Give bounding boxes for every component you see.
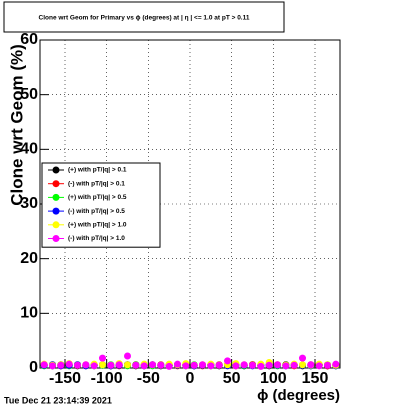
- data-point: [290, 361, 298, 369]
- x-tick-label: -100: [91, 370, 123, 387]
- data-point: [265, 361, 273, 369]
- y-tick-label: 40: [20, 141, 38, 158]
- data-point: [307, 361, 315, 369]
- data-point: [124, 352, 131, 360]
- data-point: [315, 362, 323, 370]
- y-tick-label: 60: [20, 31, 38, 48]
- legend-label: (+) with pT/|q| > 0.5: [68, 194, 127, 201]
- legend-label: (-) with pT/|q| > 0.1: [68, 180, 125, 187]
- data-point: [240, 361, 248, 369]
- legend-label: (+) with pT/|q| > 1.0: [68, 222, 127, 229]
- x-tick-label: 0: [186, 370, 195, 387]
- legend-box: [41, 162, 161, 248]
- timestamp: Tue Dec 21 23:14:39 2021: [4, 395, 112, 405]
- legend-swatch: [52, 221, 60, 229]
- data-point: [224, 357, 231, 365]
- data-point: [115, 361, 123, 369]
- y-tick-label: 20: [20, 250, 38, 267]
- data-point: [232, 362, 240, 370]
- data-point: [190, 361, 198, 369]
- x-tick-label: 100: [260, 370, 287, 387]
- legend-swatch: [52, 193, 60, 201]
- data-point: [199, 361, 206, 369]
- x-tick-label: -50: [137, 370, 160, 387]
- legend-label: (+) with pT/|q| > 0.1: [68, 167, 127, 174]
- title-box: [3, 1, 285, 33]
- data-point: [174, 360, 181, 368]
- data-point: [90, 362, 98, 370]
- data-point: [74, 361, 81, 369]
- data-point: [215, 361, 223, 369]
- legend-swatch: [52, 180, 60, 188]
- data-point: [132, 361, 140, 369]
- chart-title: Clone wrt Geom for Primary vs ϕ (degrees…: [39, 15, 250, 22]
- data-point: [40, 361, 48, 369]
- data-point: [282, 362, 290, 370]
- legend-label: (-) with pT/|q| > 0.5: [68, 208, 125, 215]
- legend-label: (-) with pT/|q| > 1.0: [68, 235, 125, 242]
- data-point: [157, 361, 165, 369]
- legend-swatch: [52, 235, 60, 242]
- data-point: [299, 354, 306, 362]
- data-point: [207, 362, 215, 370]
- data-point: [332, 360, 340, 368]
- legend-swatch: [52, 207, 60, 215]
- data-point: [82, 361, 90, 369]
- data-point: [182, 362, 190, 370]
- data-point: [99, 354, 106, 362]
- data-point: [299, 361, 306, 369]
- plot-frame: [39, 39, 341, 369]
- data-point: [324, 361, 331, 369]
- data-point: [107, 361, 115, 369]
- data-point: [57, 361, 65, 369]
- y-tick-label: 50: [20, 86, 38, 103]
- data-point: [149, 361, 156, 369]
- data-point: [165, 362, 173, 370]
- x-tick-label: 150: [302, 370, 329, 387]
- data-point: [124, 361, 131, 369]
- x-tick-label: 50: [223, 370, 241, 387]
- x-tick-label: -150: [49, 370, 81, 387]
- y-tick-label: 0: [29, 359, 38, 376]
- data-point: [140, 362, 148, 370]
- data-point: [257, 362, 265, 370]
- y-axis-label: Clone wrt Geom (%): [7, 44, 26, 206]
- data-point: [274, 361, 281, 369]
- data-point: [249, 361, 256, 369]
- legend-swatch: [52, 166, 60, 174]
- y-tick-label: 10: [20, 305, 38, 322]
- data-point: [99, 361, 106, 369]
- data-point: [65, 360, 73, 368]
- data-point: [49, 362, 56, 370]
- y-tick-label: 30: [20, 195, 38, 212]
- x-axis-label: ϕ (degrees): [257, 387, 340, 404]
